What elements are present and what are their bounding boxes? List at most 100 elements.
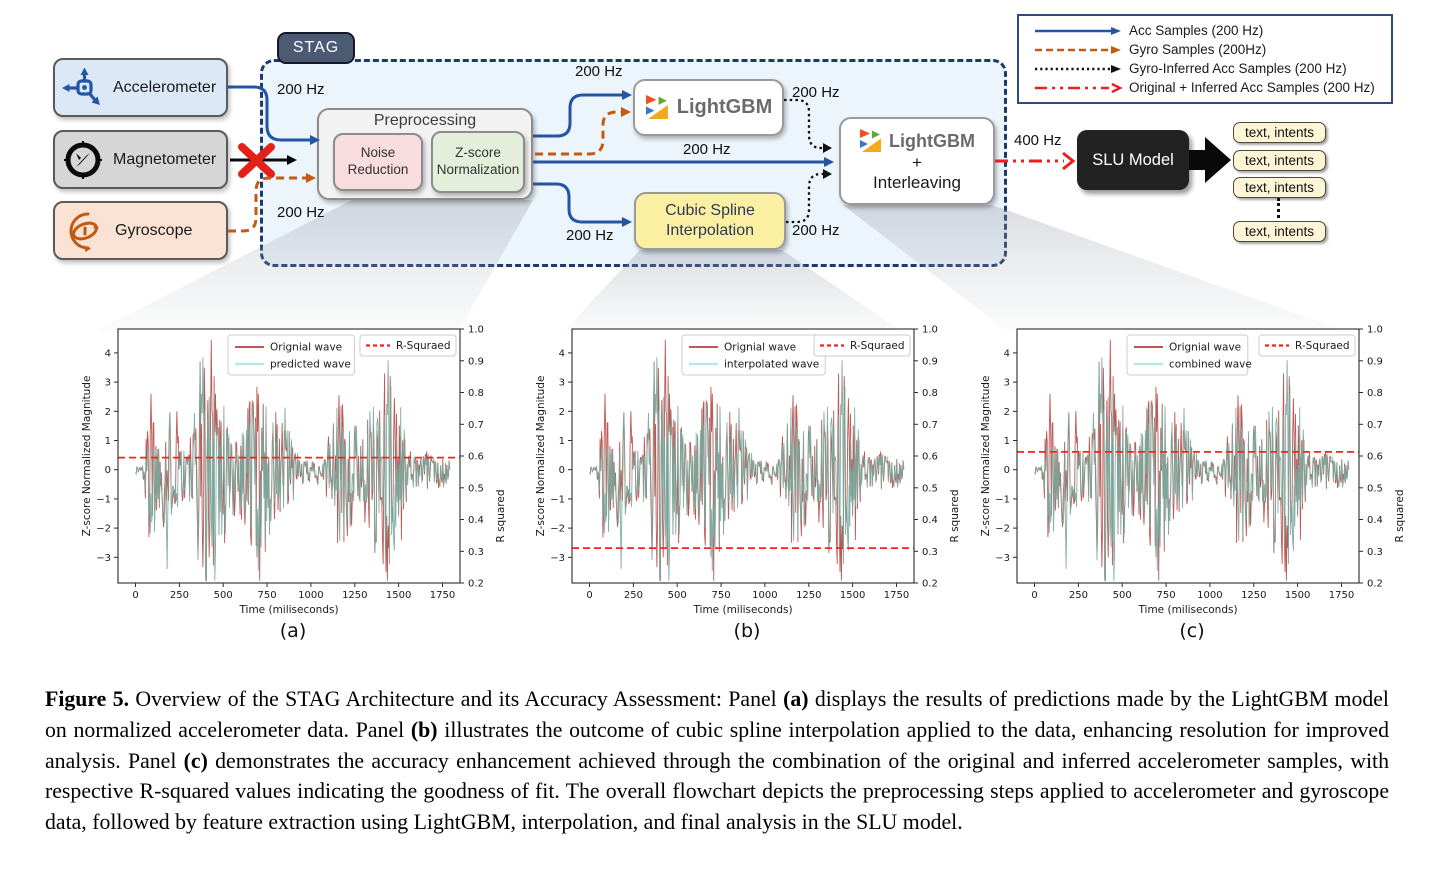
y-left-tick-label: 3 bbox=[1004, 378, 1010, 389]
y-left-tick-label: 4 bbox=[559, 348, 565, 359]
interleave-plus: + bbox=[912, 153, 922, 173]
rate-label-mid: 200 Hz bbox=[683, 141, 731, 158]
arrow-pre-to-lightgbm-gyro bbox=[535, 110, 621, 156]
y-right-tick-label: 0.3 bbox=[922, 547, 938, 558]
rate-label-cubic-out: 200 Hz bbox=[792, 222, 840, 239]
noise-reduction-box: Noise Reduction bbox=[333, 133, 423, 191]
x-tick-label: 250 bbox=[624, 590, 643, 601]
y-right-tick-label: 0.3 bbox=[468, 547, 484, 558]
stag-label: STAG bbox=[292, 39, 340, 56]
legend-item-label: Gyro-Inferred Acc Samples (200 Hz) bbox=[1129, 61, 1347, 76]
y-left-tick-label: 4 bbox=[105, 348, 111, 359]
y-right-tick-label: 0.7 bbox=[468, 420, 484, 431]
x-tick-label: 750 bbox=[712, 590, 731, 601]
y-left-tick-label: −1 bbox=[550, 494, 565, 505]
series-legend-label-secondary: predicted wave bbox=[270, 359, 351, 371]
arrow-pre-to-cubic bbox=[533, 182, 622, 224]
lightgbm-logo-icon bbox=[860, 129, 881, 153]
x-tick-label: 500 bbox=[214, 590, 233, 601]
series-legend-label-original: Orignial wave bbox=[724, 342, 796, 354]
caption-segment: Figure 5. bbox=[45, 687, 130, 711]
y-left-tick-label: 1 bbox=[559, 436, 565, 447]
series-legend-label-secondary: combined wave bbox=[1169, 359, 1252, 371]
legend-item-label: Original + Inferred Acc Samples (200 Hz) bbox=[1129, 80, 1375, 95]
secondary-wave-line bbox=[589, 357, 905, 582]
flow-arrows bbox=[228, 85, 1076, 233]
y-right-tick-label: 1.0 bbox=[468, 325, 484, 336]
y-right-tick-label: 0.4 bbox=[468, 515, 484, 526]
y-left-tick-label: 1 bbox=[1004, 436, 1010, 447]
slu-model-box: SLU Model bbox=[1077, 130, 1189, 190]
y-left-tick-label: 3 bbox=[105, 378, 111, 389]
x-tick-label: 750 bbox=[1157, 590, 1176, 601]
y-left-tick-label: −3 bbox=[995, 553, 1010, 564]
beam-to-chart-b bbox=[563, 250, 903, 332]
y-left-tick-label: 3 bbox=[559, 378, 565, 389]
rsquared-legend-box bbox=[359, 334, 457, 357]
y-right-tick-label: 0.7 bbox=[922, 420, 938, 431]
x-tick-label: 0 bbox=[132, 590, 138, 601]
x-tick-label: 1500 bbox=[840, 590, 865, 601]
y-right-tick-label: 0.2 bbox=[468, 579, 484, 590]
x-axis-label: Time (miliseconds) bbox=[1137, 604, 1237, 616]
x-mark-icon bbox=[238, 143, 275, 178]
rate-label-pre-to-lightgbm: 200 Hz bbox=[575, 63, 623, 80]
x-tick-label: 500 bbox=[668, 590, 687, 601]
y-right-tick-label: 0.3 bbox=[1367, 547, 1383, 558]
x-tick-label: 250 bbox=[170, 590, 189, 601]
sensor-box-gyroscope: Gyroscope bbox=[53, 201, 228, 260]
y-right-tick-label: 0.5 bbox=[468, 483, 484, 494]
rsquared-legend-label: R-Squraed bbox=[396, 340, 451, 352]
legend-item-label: Acc Samples (200 Hz) bbox=[1129, 23, 1264, 38]
waveform-chart: 0 250 500 750 1000 1250 1500 1750 −3 −2 −1 0 1 2 3 4 0.2… bbox=[81, 325, 507, 617]
lightgbm-box: LightGBM bbox=[633, 79, 784, 136]
y-left-tick-label: −3 bbox=[96, 553, 111, 564]
caption-segment: Overview of the STAG Architecture and it… bbox=[129, 687, 784, 711]
caption-segment: illustrates the outcome of cubic spline … bbox=[45, 717, 1390, 773]
y-right-tick-label: 0.7 bbox=[1367, 420, 1383, 431]
y-left-axis-label: Z-score Normalized Magnitude bbox=[81, 376, 93, 537]
x-tick-label: 1750 bbox=[1329, 590, 1354, 601]
legend-item-original-inferred: Original + Inferred Acc Samples (200 Hz) bbox=[1033, 78, 1391, 97]
secondary-wave-line bbox=[1034, 357, 1350, 582]
y-right-tick-label: 0.4 bbox=[922, 515, 938, 526]
output-box-text-intents: text, intents bbox=[1233, 221, 1326, 242]
arrow-cubic-to-interleaving bbox=[786, 172, 823, 224]
series-legend-label-original: Orignial wave bbox=[270, 342, 342, 354]
arrow-legend-box: Acc Samples (200 Hz) Gyro Samples (200Hz… bbox=[1017, 14, 1393, 104]
y-left-tick-label: 0 bbox=[1004, 465, 1010, 476]
rate-label-slu-in: 400 Hz bbox=[1014, 132, 1062, 149]
interleave-label: Interleaving bbox=[873, 173, 961, 192]
y-right-tick-label: 0.9 bbox=[468, 356, 484, 367]
legend-item-gyro-inferred: Gyro-Inferred Acc Samples (200 Hz) bbox=[1033, 59, 1391, 78]
y-left-tick-label: −1 bbox=[995, 494, 1010, 505]
y-right-tick-label: 1.0 bbox=[922, 325, 938, 336]
y-right-tick-label: 0.9 bbox=[1367, 356, 1383, 367]
y-right-tick-label: 0.2 bbox=[1367, 579, 1383, 590]
beam-to-chart-a bbox=[95, 200, 533, 332]
dashed-arrow-icon bbox=[1035, 45, 1121, 54]
output-box-text-intents: text, intents bbox=[1233, 150, 1326, 171]
rate-label-pre-to-cubic: 200 Hz bbox=[566, 227, 614, 244]
x-tick-label: 250 bbox=[1069, 590, 1088, 601]
y-right-axis-label: R squared bbox=[949, 489, 961, 542]
rsquared-legend-label: R-Squraed bbox=[1295, 340, 1350, 352]
x-tick-label: 1750 bbox=[430, 590, 455, 601]
y-right-tick-label: 1.0 bbox=[1367, 325, 1383, 336]
sensor-label-magnetometer: Magnetometer bbox=[113, 150, 217, 168]
x-tick-label: 500 bbox=[1113, 590, 1132, 601]
rate-label-lightgbm-out: 200 Hz bbox=[792, 84, 840, 101]
sensor-label-accelerometer: Accelerometer bbox=[113, 78, 217, 96]
y-right-tick-label: 0.2 bbox=[922, 579, 938, 590]
y-left-tick-label: −2 bbox=[550, 524, 565, 535]
x-tick-label: 1250 bbox=[342, 590, 367, 601]
panel-label-b: (b) bbox=[733, 620, 761, 642]
chart-panel-b: 0 250 500 750 1000 1250 1500 1750 −3 −2 −1 0 1 2 3 4 0.2… bbox=[532, 322, 962, 624]
sensor-box-magnetometer: Magnetometer bbox=[53, 130, 228, 189]
y-left-tick-label: 4 bbox=[1004, 348, 1010, 359]
slu-model-label: SLU Model bbox=[1092, 150, 1174, 169]
y-right-tick-label: 0.6 bbox=[1367, 452, 1383, 463]
x-tick-label: 1000 bbox=[1197, 590, 1222, 601]
x-tick-label: 1750 bbox=[884, 590, 909, 601]
